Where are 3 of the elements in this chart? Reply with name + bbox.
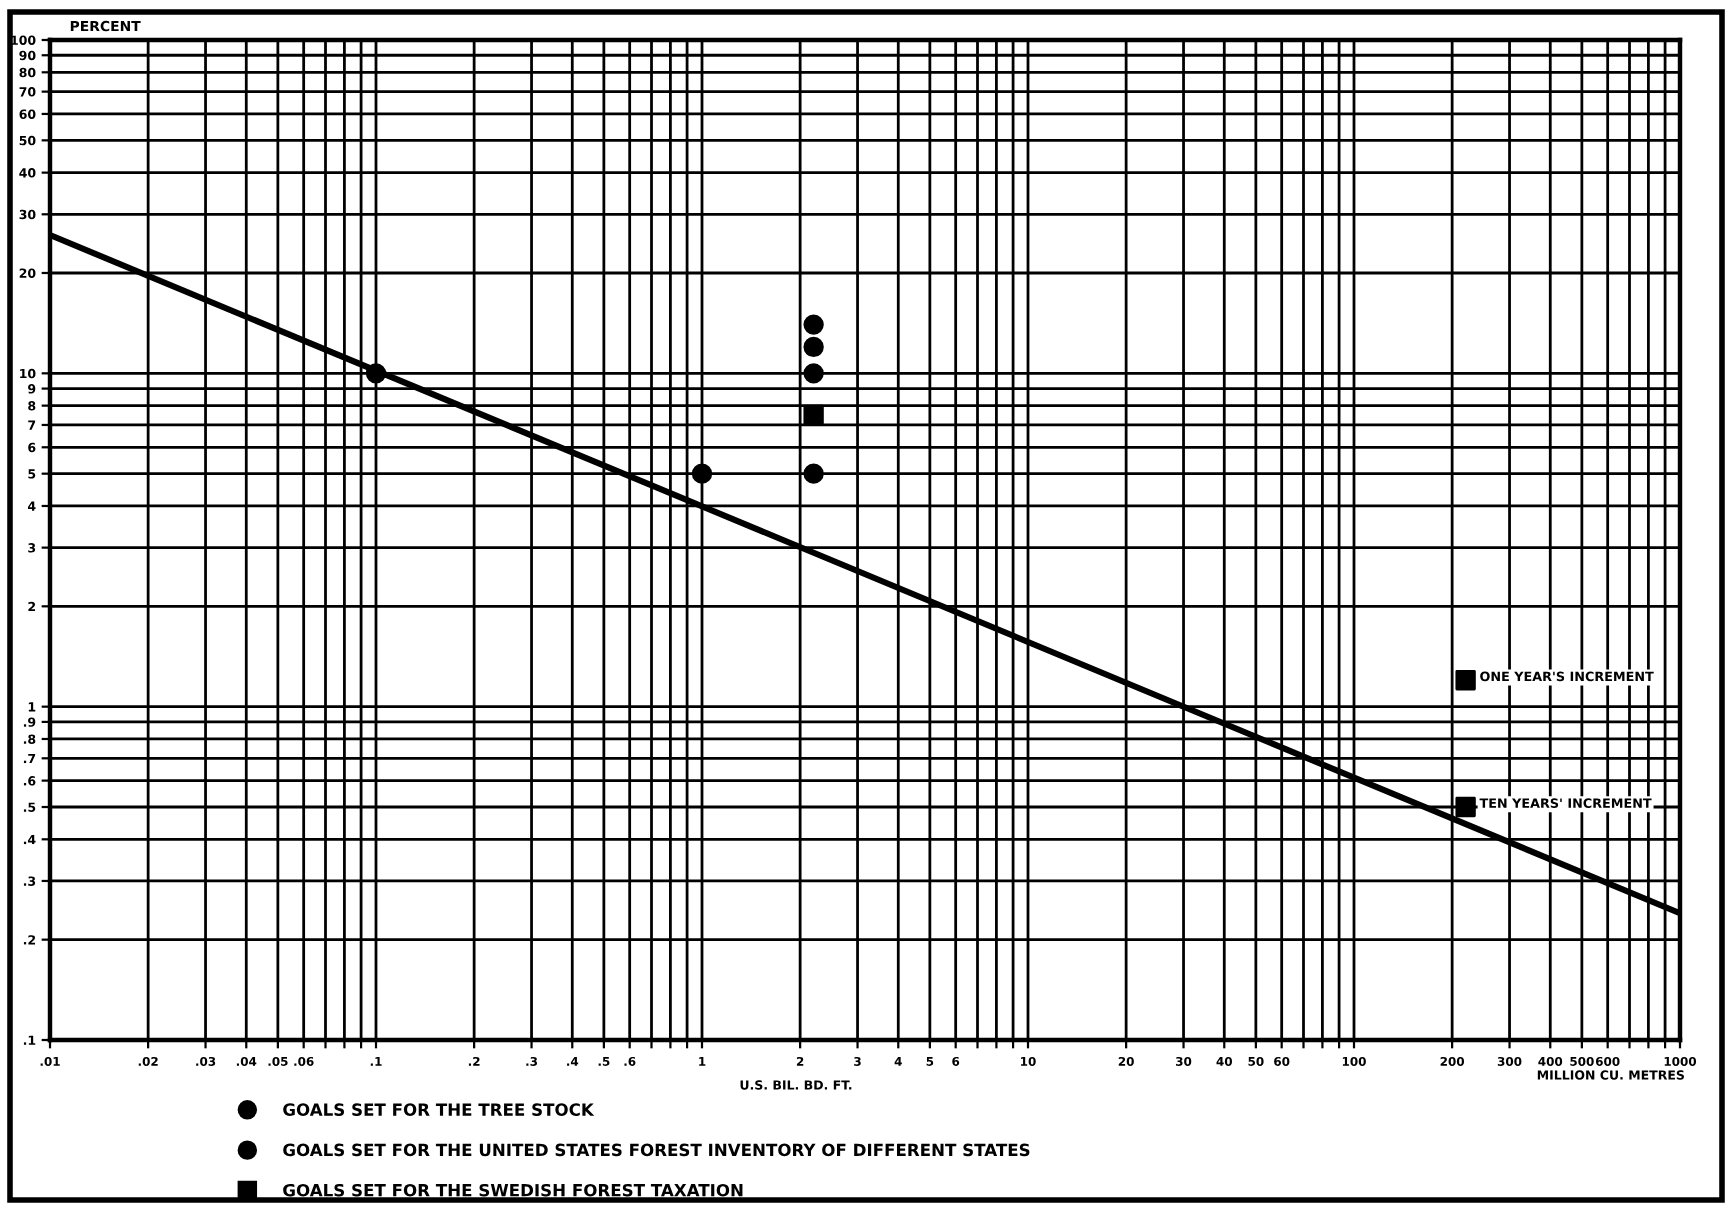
legend-label: GOALS SET FOR THE UNITED STATES FOREST INVENTORY OF DIFFERENT STATES: [283, 1143, 1030, 1157]
legend-label: GOALS SET FOR THE SWEDISH FOREST TAXATION: [283, 1183, 743, 1197]
legend-label: GOALS SET FOR THE TREE STOCK: [283, 1103, 595, 1116]
